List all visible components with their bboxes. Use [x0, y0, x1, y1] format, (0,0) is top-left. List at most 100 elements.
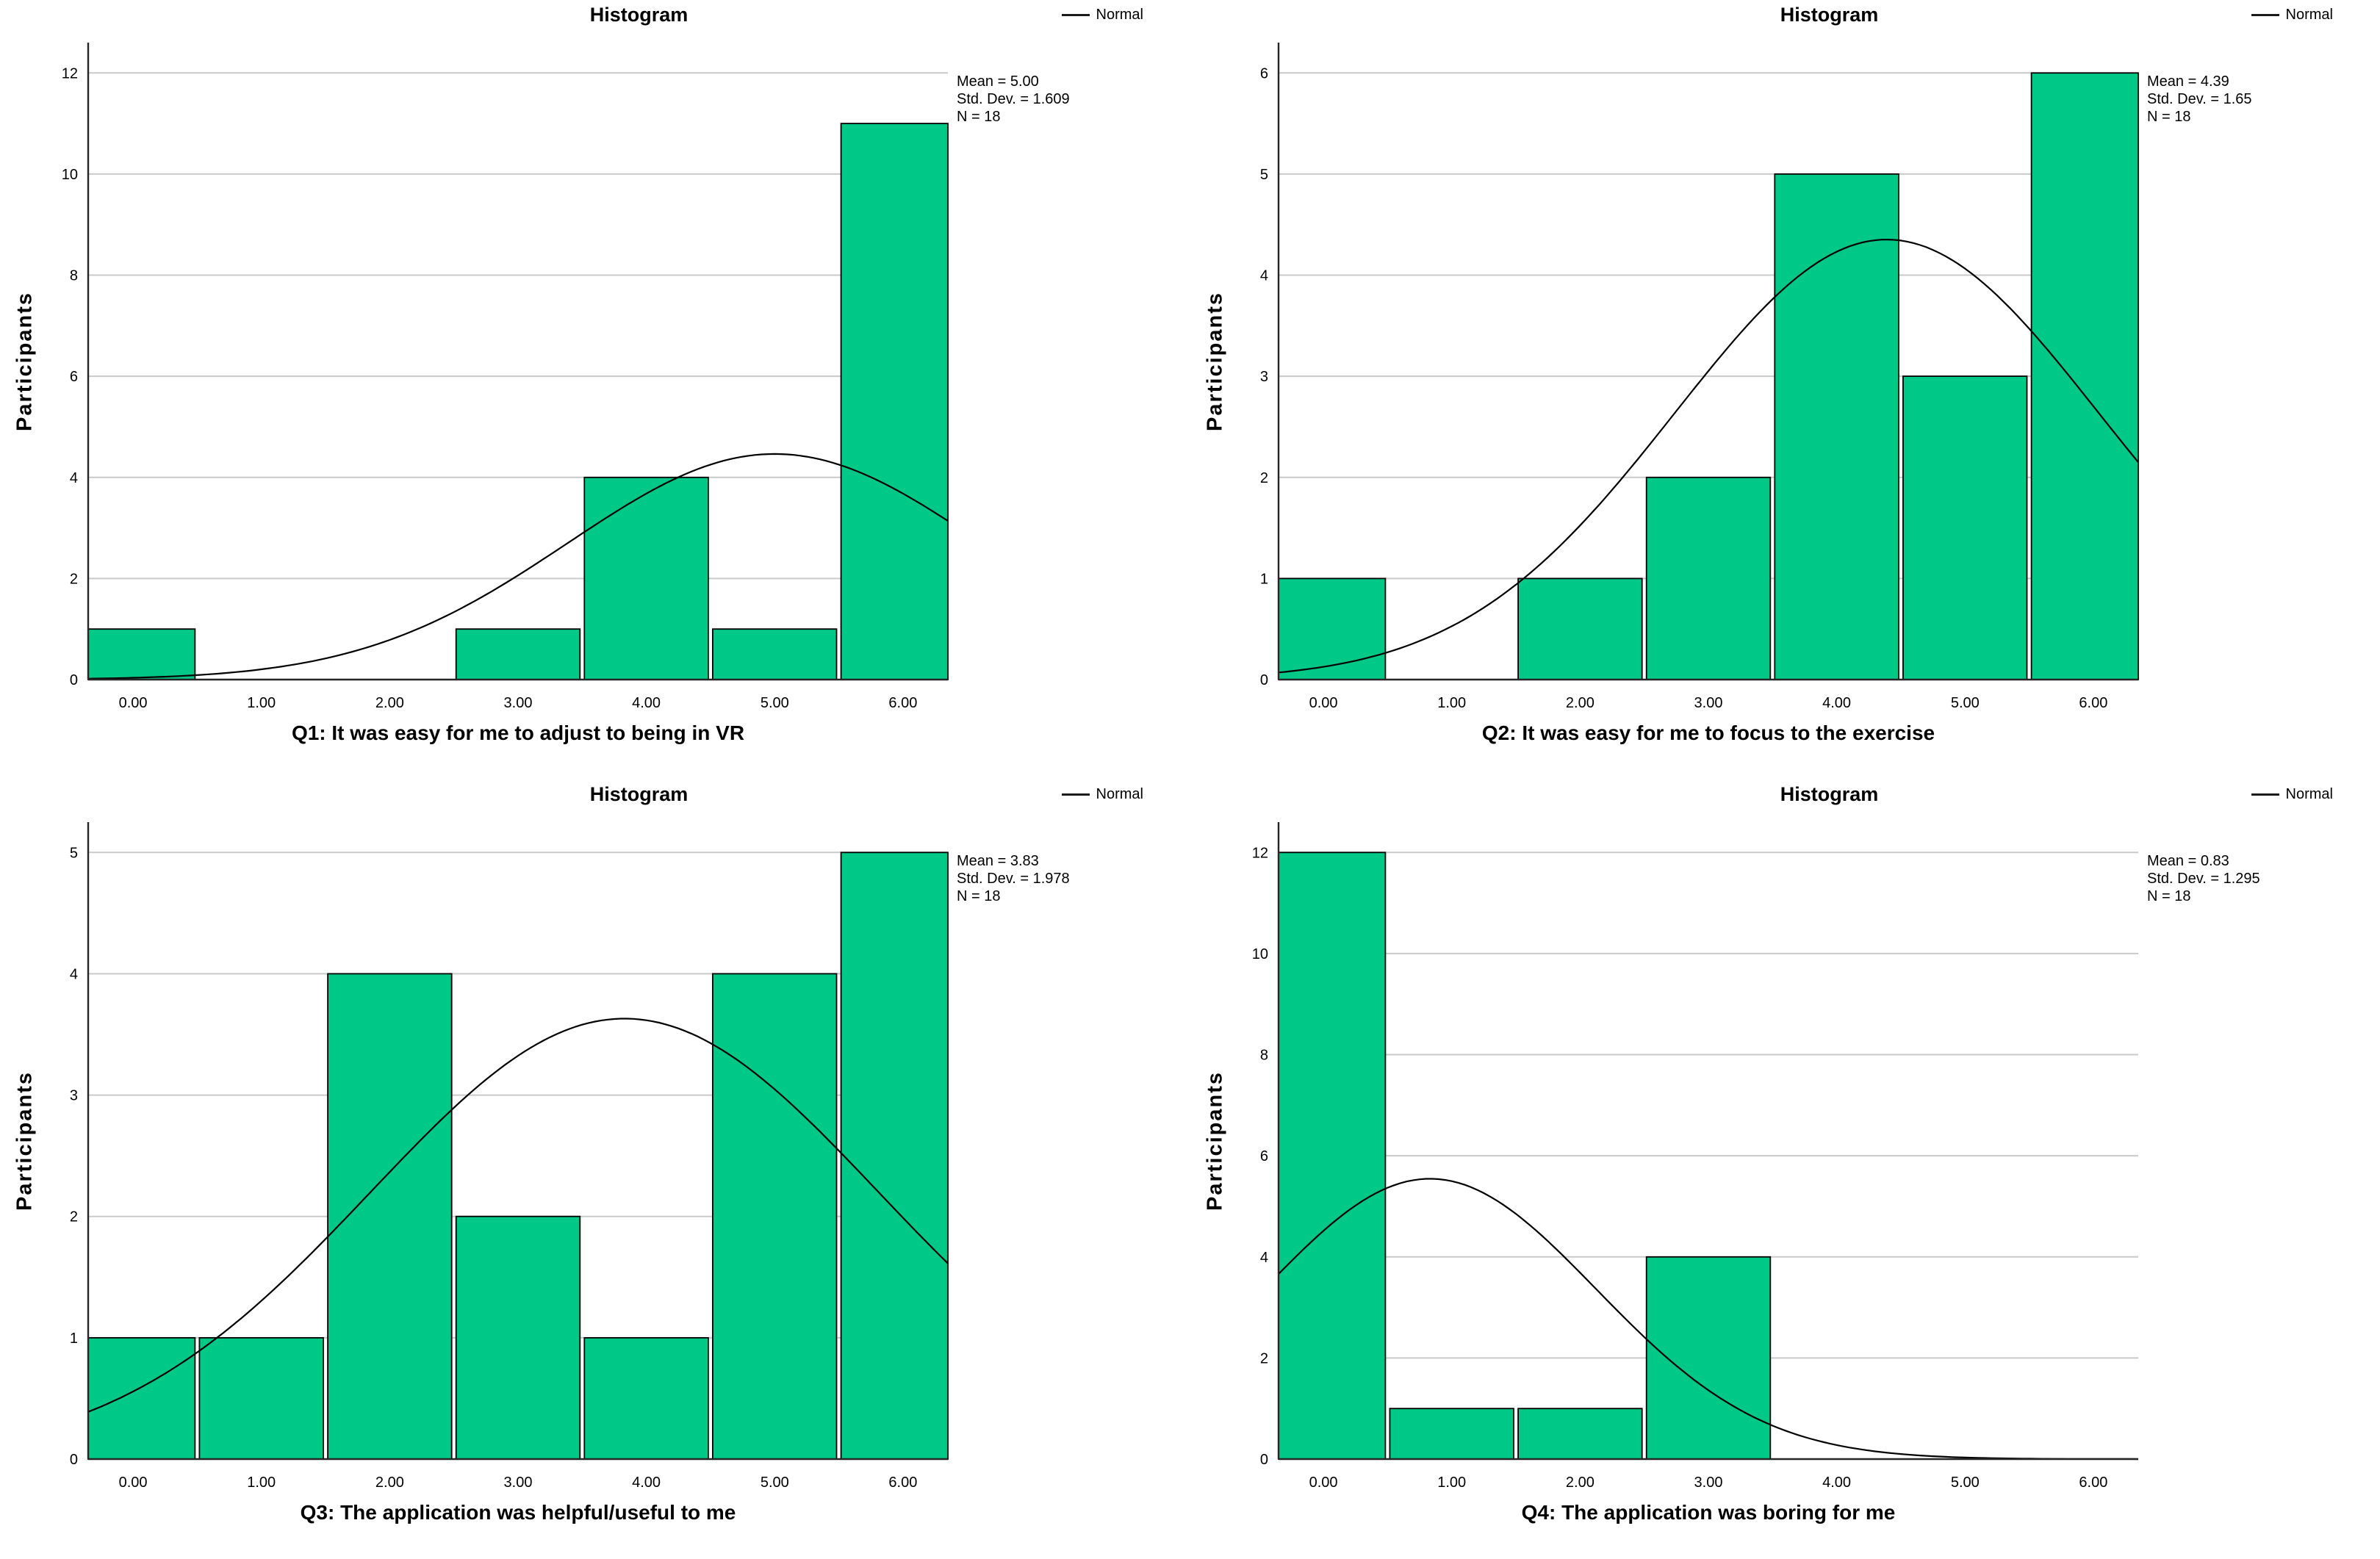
histogram-bar: [1645, 1256, 1772, 1460]
y-tick-label: 8: [70, 268, 78, 284]
y-tick-label: 1: [1260, 571, 1268, 587]
histogram-chart-q4: Histogram Normal Participants 0 2 4 6 8 10 12 0…: [1190, 780, 2380, 1559]
stats-box: Mean = 0.83 Std. Dev. = 1.295 N = 18: [2147, 852, 2260, 905]
chart-title: Histogram: [589, 4, 689, 26]
stat-mean: Mean = 3.83: [957, 853, 1039, 869]
y-tick-label: 0: [1260, 1452, 1268, 1468]
x-tick-label: 6.00: [888, 1475, 917, 1491]
y-tick-label: 4: [70, 966, 78, 982]
x-tick-label: 5.00: [761, 1475, 789, 1491]
histogram-bar: [840, 851, 949, 1460]
legend: Normal: [2251, 7, 2333, 24]
y-tick-label: 3: [1260, 369, 1268, 385]
legend: Normal: [1061, 7, 1143, 24]
x-tick-label: 3.00: [1694, 1475, 1723, 1491]
x-tick-label: 2.00: [1566, 1475, 1595, 1491]
x-axis-question-label: Q4: The application was boring for me: [1521, 1501, 1896, 1524]
y-tick-label: 5: [1260, 167, 1268, 183]
legend-label: Normal: [2285, 7, 2333, 23]
histogram-bar: [2030, 72, 2139, 680]
y-tick-label: 4: [70, 470, 78, 486]
x-tick-label: 4.00: [1822, 695, 1851, 711]
x-tick-label: 5.00: [1951, 1475, 1980, 1491]
x-tick-label: 6.00: [2079, 1475, 2107, 1491]
legend-label: Normal: [1096, 786, 1143, 802]
x-axis-question-label: Q2: It was easy for me to focus to the e…: [1481, 721, 1935, 744]
histogram-bar: [87, 628, 196, 680]
y-tick-label: 10: [1252, 946, 1268, 962]
histogram-chart-q1: Histogram Normal Participants 0 2 4 6 8 10 12 0…: [0, 0, 1190, 780]
x-tick-label: 1.00: [1437, 1475, 1466, 1491]
stat-std-dev: Std. Dev. = 1.978: [957, 871, 1070, 887]
x-axis-question-label: Q1: It was easy for me to adjust to bein…: [291, 721, 745, 744]
x-tick-label: 1.00: [247, 1475, 276, 1491]
stat-mean: Mean = 5.00: [957, 73, 1039, 90]
plot-area: 0 2 4 6 8 10 12 0.00 1.00 2.00 3.00 4.00 5.00 6.00: [62, 43, 949, 711]
normal-curve-line-icon: [1061, 793, 1090, 796]
normal-curve-line-icon: [2251, 793, 2279, 796]
histogram-bar: [840, 123, 949, 680]
x-tick-label: 3.00: [1694, 695, 1723, 711]
histogram-bar: [87, 1337, 196, 1460]
legend: Normal: [1061, 786, 1143, 803]
stat-std-dev: Std. Dev. = 1.295: [2147, 871, 2260, 887]
y-tick-label: 1: [70, 1331, 78, 1347]
histogram-bar: [198, 1337, 324, 1460]
histogram-bar: [712, 973, 838, 1460]
y-tick-label: 2: [70, 1209, 78, 1225]
y-tick-label: 6: [70, 369, 78, 385]
histogram-bar: [455, 1215, 581, 1460]
stat-n: N = 18: [2147, 888, 2191, 904]
x-tick-label: 0.00: [119, 1475, 148, 1491]
y-tick-label: 6: [1260, 1148, 1268, 1164]
stat-mean: Mean = 0.83: [2147, 853, 2229, 869]
y-tick-label: 12: [1252, 845, 1268, 861]
histogram-bar: [712, 628, 838, 680]
y-tick-label: 10: [62, 167, 78, 183]
stat-n: N = 18: [2147, 109, 2191, 125]
normal-curve: [87, 1018, 949, 1413]
histogram-chart-q2: Histogram Normal Participants 0 1 2 3 4 5 6 0.0…: [1190, 0, 2380, 780]
stats-box: Mean = 5.00 Std. Dev. = 1.609 N = 18: [957, 73, 1070, 126]
stat-mean: Mean = 4.39: [2147, 73, 2229, 90]
y-tick-label: 4: [1260, 1250, 1268, 1266]
normal-curve: [87, 453, 949, 680]
stat-std-dev: Std. Dev. = 1.65: [2147, 91, 2252, 107]
histogram-bar: [1278, 851, 1387, 1460]
histogram-bar: [1389, 1408, 1514, 1460]
histogram-bar: [1645, 476, 1772, 680]
x-tick-label: 2.00: [375, 1475, 404, 1491]
histogram-bar: [583, 476, 709, 680]
x-tick-label: 1.00: [1437, 695, 1466, 711]
y-tick-label: 5: [70, 845, 78, 861]
y-tick-label: 6: [1260, 65, 1268, 82]
histogram-bar: [1278, 577, 1387, 680]
y-tick-label: 2: [1260, 1350, 1268, 1367]
x-tick-label: 0.00: [119, 695, 148, 711]
x-tick-label: 6.00: [888, 695, 917, 711]
histogram-bar: [583, 1337, 709, 1460]
plot-area: 0 1 2 3 4 5 0.00 1.00 2.00 3.00 4.00 5.00 6.00: [70, 822, 949, 1491]
x-tick-label: 6.00: [2079, 695, 2107, 711]
histogram-bar: [455, 628, 581, 680]
x-tick-label: 4.00: [632, 1475, 661, 1491]
stats-box: Mean = 3.83 Std. Dev. = 1.978 N = 18: [957, 852, 1070, 905]
legend-label: Normal: [1096, 7, 1143, 23]
y-tick-label: 2: [70, 571, 78, 587]
y-tick-label: 0: [70, 672, 78, 688]
plot-area: 0 2 4 6 8 10 12 0.00 1.00 2.00 3.00 4.00 5.00 6.00: [1252, 822, 2139, 1491]
y-tick-label: 4: [1260, 268, 1268, 284]
y-tick-label: 3: [70, 1088, 78, 1104]
plot-area: 0 1 2 3 4 5 6 0.00 1.00 2.00 3.00 4.00 5.00 6.00: [1260, 43, 2139, 711]
x-tick-label: 4.00: [1822, 1475, 1851, 1491]
histogram-bar: [1902, 375, 2028, 680]
chart-title: Histogram: [1780, 783, 1879, 805]
stat-n: N = 18: [957, 109, 1001, 125]
y-tick-label: 2: [1260, 470, 1268, 486]
histogram-bar: [1517, 1408, 1643, 1460]
histogram-bar: [1517, 577, 1643, 680]
x-tick-label: 2.00: [1566, 695, 1595, 711]
normal-curve: [1278, 238, 2139, 674]
y-tick-label: 12: [62, 65, 78, 82]
